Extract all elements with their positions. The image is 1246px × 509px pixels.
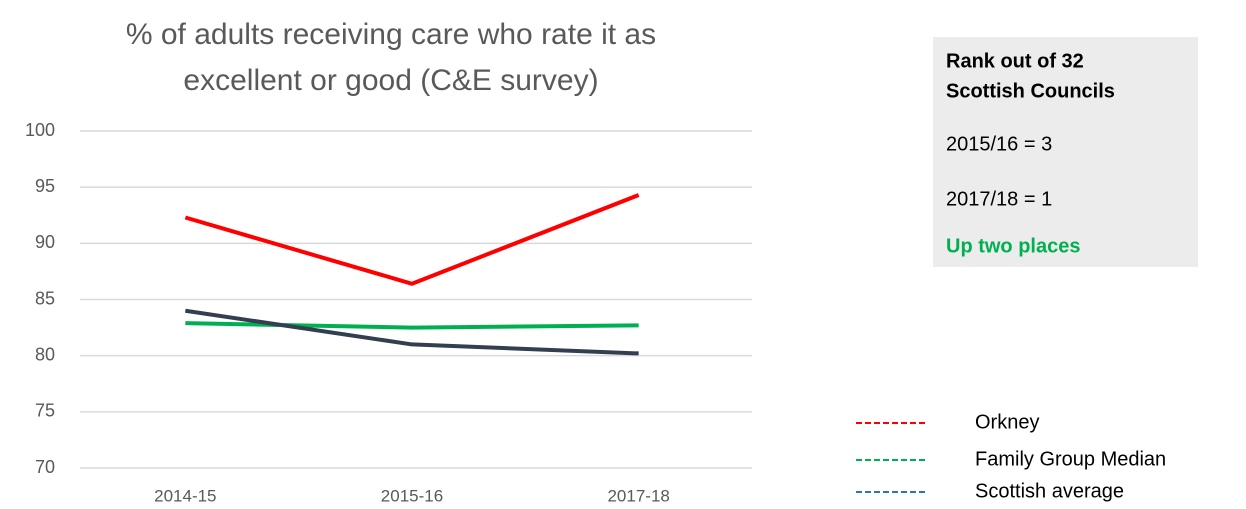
info-note: Up two places: [946, 235, 1080, 257]
y-tick-label: 85: [35, 288, 55, 308]
legend-label: Scottish average: [975, 480, 1124, 502]
series-line: [185, 308, 639, 356]
y-tick-label: 100: [25, 120, 55, 140]
y-tick-label: 95: [35, 176, 55, 196]
y-tick-label: 75: [35, 401, 55, 421]
info-heading: Rank out of 32: [946, 50, 1084, 72]
x-tick-label: 2017-18: [607, 486, 669, 505]
chart-title: excellent or good (C&E survey): [183, 64, 598, 97]
y-tick-label: 80: [35, 344, 55, 364]
legend-label: Family Group Median: [975, 448, 1166, 470]
series-line: [185, 321, 639, 330]
info-box: [933, 37, 1198, 267]
y-tick-label: 90: [35, 232, 55, 252]
x-tick-label: 2014-15: [154, 486, 216, 505]
info-heading: Scottish Councils: [946, 80, 1115, 102]
legend-label: Orkney: [975, 411, 1039, 433]
chart-title: % of adults receiving care who rate it a…: [126, 18, 656, 51]
info-line: 2017/18 = 1: [946, 188, 1052, 210]
info-line: 2015/16 = 3: [946, 133, 1052, 155]
series-line: [184, 193, 640, 286]
x-tick-label: 2015-16: [381, 486, 443, 505]
y-tick-label: 70: [35, 457, 55, 477]
